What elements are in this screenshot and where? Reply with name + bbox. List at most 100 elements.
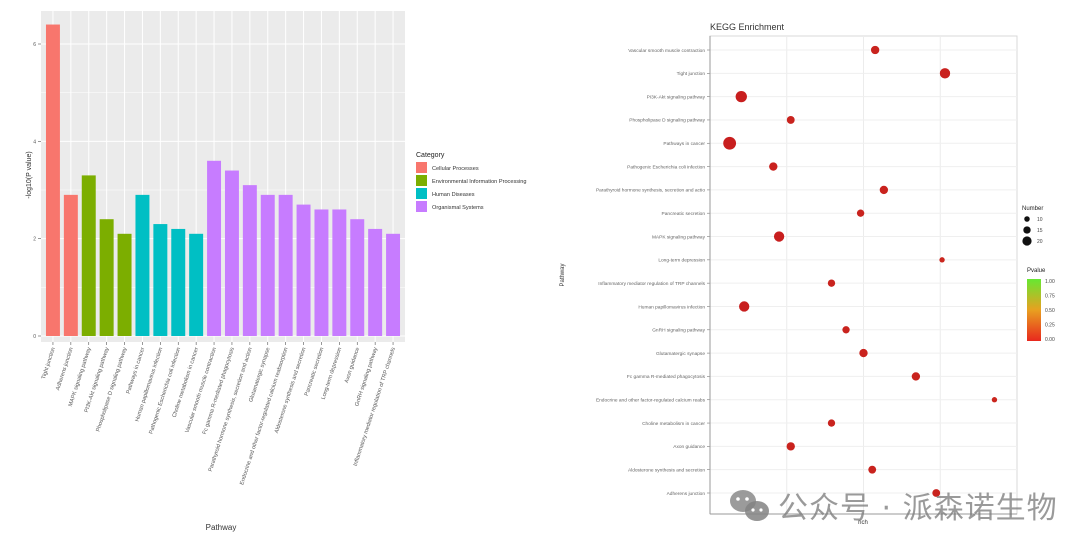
color-legend-label: 0.25 <box>1045 323 1055 329</box>
x-tick-label: Axon guidance <box>344 347 361 384</box>
y-tick-label: Inflammatory mediator regulation of TRP … <box>598 281 705 287</box>
color-legend-label: 0.75 <box>1045 294 1055 300</box>
y-axis-label: -log10(P value) <box>26 151 33 198</box>
bar <box>171 228 186 336</box>
watermark-text: 公众号 · 派森诺生物 <box>778 491 1058 526</box>
dot <box>842 326 850 334</box>
y-tick-label: Glutamatergic synapse <box>656 351 705 357</box>
x-tick-label: Pancreatic secretion <box>304 347 325 397</box>
bar <box>224 170 239 336</box>
legend-label: Human Diseases <box>432 192 475 198</box>
color-legend: Pvalue 1.00 0.75 0.50 0.25 0.00 <box>1027 268 1055 343</box>
dot <box>735 90 747 103</box>
y-tick-label: Endocrine and other factor-regulated cal… <box>596 398 706 404</box>
y-axis-ticks: 0 2 4 6 <box>33 42 41 340</box>
y-tick-label: Pathogenic Escherichia coli infection <box>627 164 705 170</box>
bar <box>45 24 60 337</box>
size-legend-title: Number <box>1022 206 1043 212</box>
bar <box>207 160 222 336</box>
legend-label: Organismal Systems <box>432 205 484 211</box>
dot <box>827 419 836 427</box>
bar <box>314 209 329 336</box>
x-tick-label: Long-term depression <box>321 347 344 401</box>
dot <box>827 279 836 287</box>
color-bar <box>1027 279 1041 341</box>
dot <box>856 209 865 217</box>
x-axis-label: Pathway <box>206 523 237 532</box>
x-axis-label: rich <box>858 520 868 526</box>
bar <box>117 233 132 336</box>
dot <box>939 257 945 263</box>
bar <box>350 219 365 336</box>
size-legend: Number 10 15 20 <box>1022 206 1043 246</box>
bar <box>332 209 347 336</box>
y-tick-label: Long-term depression <box>658 258 705 264</box>
bar-marks <box>45 24 401 337</box>
y-tick-label: Parathyroid hormone synthesis, secretion… <box>596 188 705 194</box>
dot <box>786 442 795 451</box>
bar <box>386 233 401 336</box>
dot-marks <box>723 45 998 497</box>
dot <box>991 397 998 403</box>
y-tick-label: Pathways in cancer <box>663 141 705 147</box>
legend-title: Category <box>416 152 445 159</box>
chart-title: KEGG Enrichment <box>710 22 785 32</box>
size-legend-label: 15 <box>1037 228 1043 234</box>
bar <box>99 219 114 336</box>
size-legend-dot <box>1024 216 1030 222</box>
bar <box>296 204 311 336</box>
color-legend-label: 1.00 <box>1045 279 1055 285</box>
dot <box>868 465 877 474</box>
x-tick-label: Pathways in cancer <box>126 347 147 395</box>
y-tick-label: Fc gamma R-mediated phagocytosis <box>627 374 706 380</box>
x-tick-label: Adherens junction <box>55 347 75 391</box>
dot <box>773 231 785 242</box>
y-axis-label: Pathway <box>560 263 566 286</box>
color-legend-label: 0.50 <box>1045 308 1055 314</box>
dot <box>723 136 737 150</box>
y-tick-label: GnRH signaling pathway <box>652 328 705 334</box>
y-tick-label: 0 <box>33 334 36 340</box>
bar <box>63 194 78 336</box>
dot <box>932 489 941 497</box>
bar <box>368 228 383 336</box>
y-tick-label: MAPK signaling pathway <box>652 234 706 240</box>
y-tick-label: Tight junction <box>677 71 706 77</box>
dot <box>879 185 889 195</box>
dot-grid <box>710 36 1017 514</box>
legend-label: Cellular Processes <box>432 166 479 172</box>
color-legend-label: 0.00 <box>1045 337 1055 343</box>
legend-swatch <box>416 175 427 186</box>
bar <box>153 224 168 336</box>
size-legend-dot <box>1022 236 1032 246</box>
bar <box>189 233 204 336</box>
bar <box>260 194 275 336</box>
dot <box>786 116 795 124</box>
dot <box>911 372 921 381</box>
y-tick-label: Phospholipase D signaling pathway <box>629 118 705 124</box>
size-legend-dot <box>1023 226 1031 234</box>
y-axis-ticks: Vascular smooth muscle contraction Tight … <box>596 48 710 497</box>
bar <box>278 194 293 336</box>
dot <box>870 45 880 55</box>
color-legend-title: Pvalue <box>1027 268 1046 274</box>
x-tick-label: Tight junction <box>41 347 57 380</box>
legend-label: Environmental Information Processing <box>432 179 527 185</box>
bar <box>81 175 96 336</box>
bar <box>242 185 257 336</box>
legend-swatch <box>416 201 427 212</box>
y-tick-label: Axon guidance <box>673 444 705 450</box>
y-tick-label: PI3K-Akt signaling pathway <box>647 94 706 100</box>
y-tick-label: Adherens junction <box>667 491 706 497</box>
y-tick-label: 2 <box>33 237 36 243</box>
bar <box>135 194 150 336</box>
y-tick-label: Aldosterone synthesis and secretion <box>628 467 705 473</box>
y-tick-label: Human papillomavirus infection <box>638 304 705 310</box>
y-tick-label: 6 <box>33 42 36 48</box>
legend-swatch <box>416 188 427 199</box>
category-legend: Category Cellular Processes Environmental… <box>416 152 527 212</box>
dot <box>769 162 778 171</box>
y-tick-label: Vascular smooth muscle contraction <box>628 48 705 54</box>
wechat-icon <box>730 490 769 521</box>
